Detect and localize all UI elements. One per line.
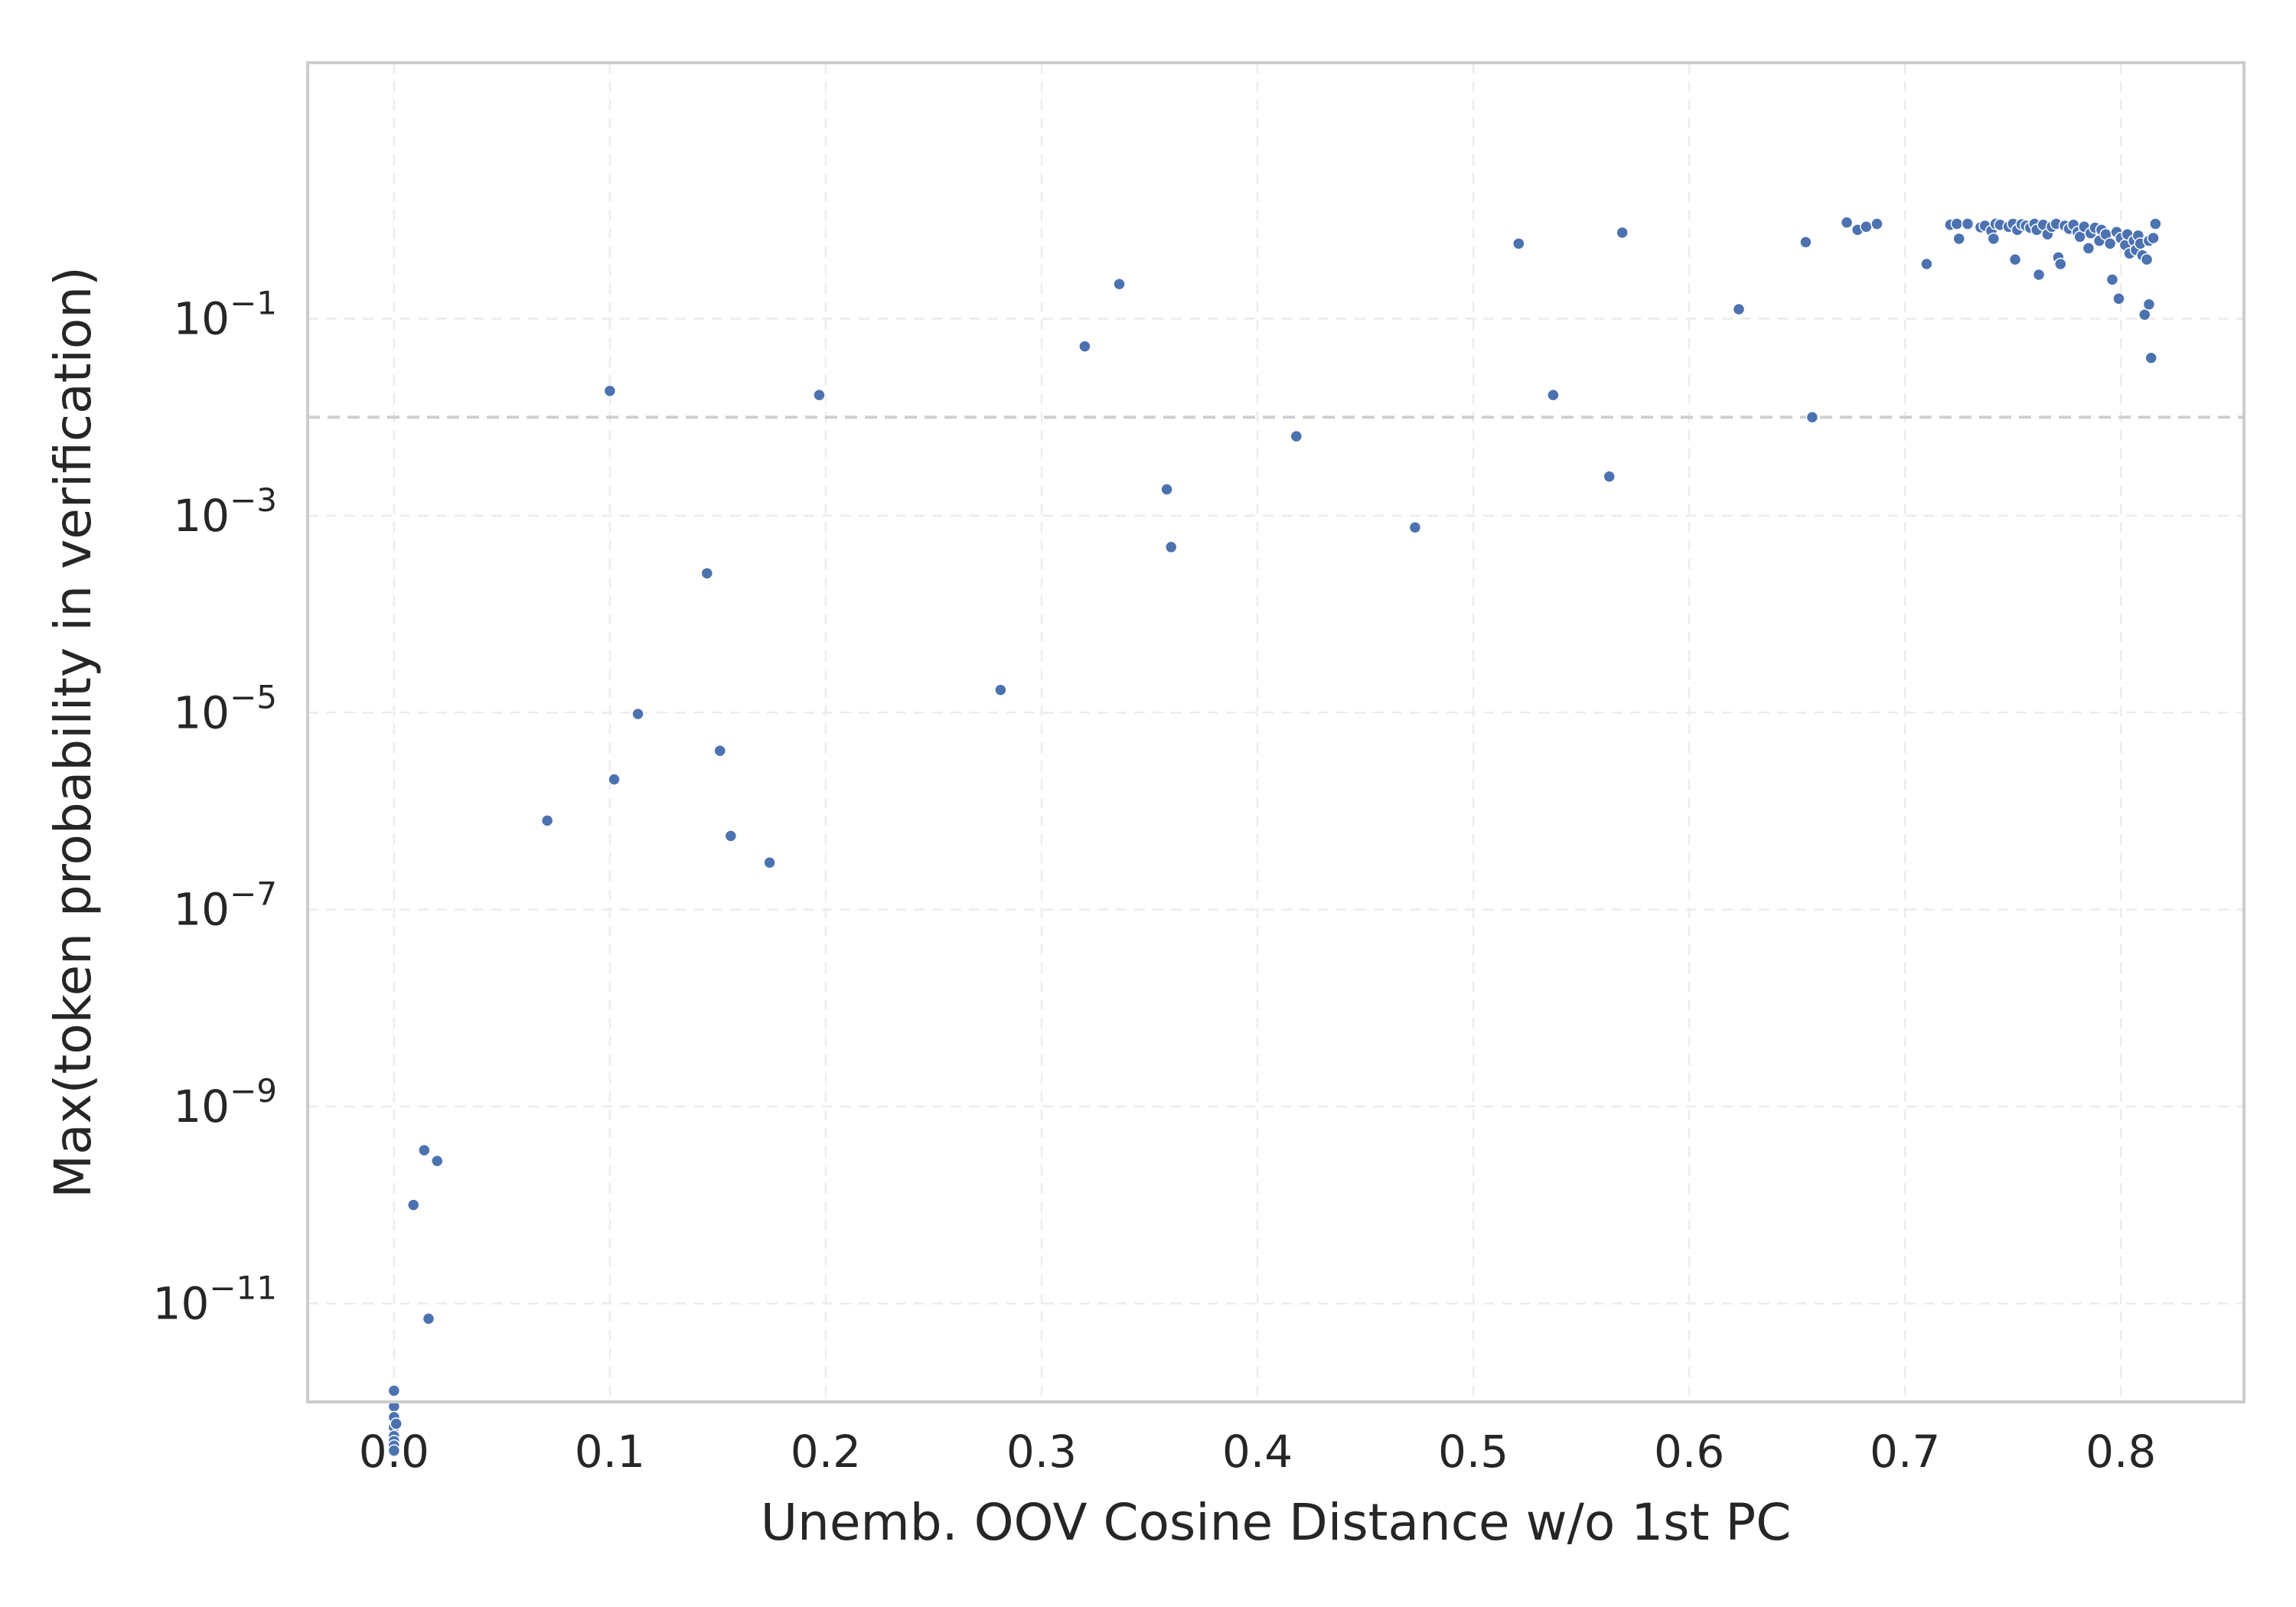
scatter-point xyxy=(1805,410,1819,424)
scatter-point xyxy=(2103,237,2117,250)
scatter-point xyxy=(387,1444,401,1457)
scatter-point xyxy=(418,1143,431,1157)
scatter-point xyxy=(2112,292,2125,305)
y-tick-label: 10−7 xyxy=(173,875,277,936)
scatter-point xyxy=(2149,217,2162,230)
scatter-point xyxy=(2105,273,2119,286)
scatter-point xyxy=(608,773,621,786)
y-tick-label: 10−5 xyxy=(173,678,277,738)
scatter-point xyxy=(1616,226,1629,240)
scatter-point xyxy=(1603,470,1616,483)
scatter-point xyxy=(2054,257,2067,271)
grid-lines xyxy=(308,63,2244,1402)
scatter-point xyxy=(387,1384,401,1397)
scatter-point xyxy=(1290,429,1303,443)
scatter-point xyxy=(1113,277,1126,291)
x-tick-label: 0.2 xyxy=(791,1426,861,1478)
scatter-point xyxy=(540,814,554,827)
scatter-point xyxy=(2008,253,2022,266)
scatter-point xyxy=(1732,302,1746,316)
scatter-point xyxy=(1799,236,1812,249)
scatter-point xyxy=(1547,388,1560,402)
scatter-point xyxy=(603,384,617,398)
plot-frame xyxy=(306,61,2245,1403)
scatter-point xyxy=(2144,351,2157,365)
scatter-point xyxy=(390,1417,403,1430)
scatter-point xyxy=(1987,232,2001,246)
y-axis-ticks: 10−1 10−3 10−5 10−7 10−9 10−11 xyxy=(153,285,277,1330)
x-tick-label: 0.1 xyxy=(575,1426,645,1478)
scatter-point xyxy=(1078,340,1091,353)
scatter-point xyxy=(994,683,1007,696)
x-tick-label: 0.5 xyxy=(1438,1426,1508,1478)
y-tick-label: 10−11 xyxy=(153,1269,277,1329)
scatter-point xyxy=(406,1198,420,1211)
y-tick-label: 10−3 xyxy=(173,481,277,542)
x-axis-label: Unemb. OOV Cosine Distance w/o 1st PC xyxy=(761,1493,1792,1552)
scatter-point xyxy=(1160,483,1173,496)
scatter-point xyxy=(1860,220,1873,233)
scatter-point xyxy=(2140,253,2154,266)
x-tick-label: 0.4 xyxy=(1222,1426,1293,1478)
scatter-point xyxy=(1920,257,1933,271)
scatter-point xyxy=(713,744,726,758)
scatter-point xyxy=(1408,520,1422,534)
scatter-point xyxy=(2032,268,2046,282)
scatter-point xyxy=(430,1154,444,1168)
scatter-point xyxy=(1952,232,1965,246)
x-axis-ticks: 0.0 0.1 0.2 0.3 0.4 0.5 0.6 0.7 0.8 xyxy=(359,1426,2157,1478)
scatter-point xyxy=(422,1312,435,1325)
x-tick-label: 0.7 xyxy=(1870,1426,1940,1478)
scatter-point xyxy=(1950,217,1964,230)
y-tick-label: 10−9 xyxy=(173,1072,277,1133)
y-tick-label: 10−1 xyxy=(173,285,277,345)
x-tick-label: 0.8 xyxy=(2086,1426,2156,1478)
scatter-point xyxy=(1840,216,1854,229)
x-tick-label: 0.0 xyxy=(359,1426,429,1478)
x-tick-label: 0.3 xyxy=(1006,1426,1077,1478)
scatter-point xyxy=(763,856,776,869)
y-axis-label: Max(token probability in verification) xyxy=(44,266,103,1198)
scatter-point xyxy=(2082,242,2095,255)
scatter-point xyxy=(1164,540,1178,554)
scatter-point xyxy=(700,566,714,580)
x-tick-label: 0.6 xyxy=(1654,1426,1724,1478)
scatter-point xyxy=(2142,298,2156,311)
scatter-point xyxy=(724,830,738,843)
scatter-point xyxy=(1512,237,1525,250)
scatter-point xyxy=(2147,231,2160,245)
scatter-point xyxy=(813,388,826,402)
scatter-point xyxy=(631,707,644,721)
scatter-point xyxy=(1961,217,1975,230)
scatter-point xyxy=(1870,217,1883,230)
data-points xyxy=(387,216,2162,1457)
